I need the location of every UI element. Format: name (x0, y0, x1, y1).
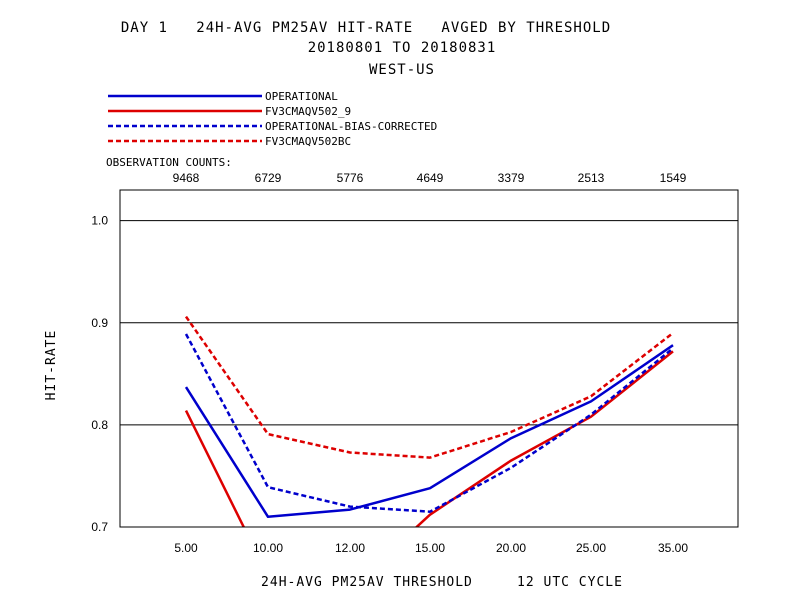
legend-label: OPERATIONAL-BIAS-CORRECTED (265, 120, 437, 133)
series-lines (184, 315, 674, 527)
observation-counts-label: OBSERVATION COUNTS: (106, 156, 232, 169)
x-tick-label: 35.00 (658, 541, 688, 555)
legend-label: OPERATIONAL (265, 90, 338, 103)
observation-count: 2513 (578, 171, 605, 185)
chart-title-line-1: DAY 1 24H-AVG PM25AV HIT-RATE AVGED BY T… (120, 20, 612, 36)
observation-count: 1549 (660, 171, 687, 185)
chart-title-line-3: WEST-US (368, 62, 435, 78)
x-tick-labels: 5.00 10.00 12.00 15.00 20.00 25.00 35.00 (174, 541, 688, 555)
x-tick-label: 5.00 (174, 541, 198, 555)
x-tick-label: 10.00 (253, 541, 283, 555)
legend: OPERATIONAL FV3CMAQV502_9 OPERATIONAL-BIAS… (108, 90, 437, 148)
chart-title-line-2: 20180801 TO 20180831 (307, 40, 497, 56)
observation-count: 9468 (173, 171, 200, 185)
observation-counts: 9468 6729 5776 4649 3379 2513 1549 (173, 171, 687, 185)
y-axis-label: HIT-RATE (44, 330, 59, 401)
observation-count: 3379 (498, 171, 525, 185)
observation-count: 5776 (337, 171, 364, 185)
x-tick-label: 20.00 (496, 541, 526, 555)
grid-lines (120, 220, 738, 426)
x-tick-label: 12.00 (335, 541, 365, 555)
y-tick-label: 0.8 (91, 418, 108, 432)
plot-frame (119, 189, 739, 528)
series-line-operational-bias-corrected (184, 333, 674, 513)
legend-label: FV3CMAQV502_9 (265, 105, 351, 118)
y-tick-labels: 0.7 0.8 0.9 1.0 (91, 214, 108, 534)
y-tick-label: 0.9 (91, 316, 108, 330)
series-line-fv3cmaqv502-9 (184, 350, 674, 527)
observation-count: 6729 (255, 171, 282, 185)
y-tick-label: 0.7 (91, 520, 108, 534)
series-line-fv3cmaqv502bc (184, 315, 674, 459)
x-tick-label: 15.00 (415, 541, 445, 555)
y-tick-label: 1.0 (91, 214, 108, 228)
series-line-operational (184, 344, 674, 519)
legend-label: FV3CMAQV502BC (265, 135, 351, 148)
x-axis-label: 24H-AVG PM25AV THRESHOLD 12 UTC CYCLE (261, 575, 623, 590)
observation-count: 4649 (417, 171, 444, 185)
x-tick-label: 25.00 (576, 541, 606, 555)
